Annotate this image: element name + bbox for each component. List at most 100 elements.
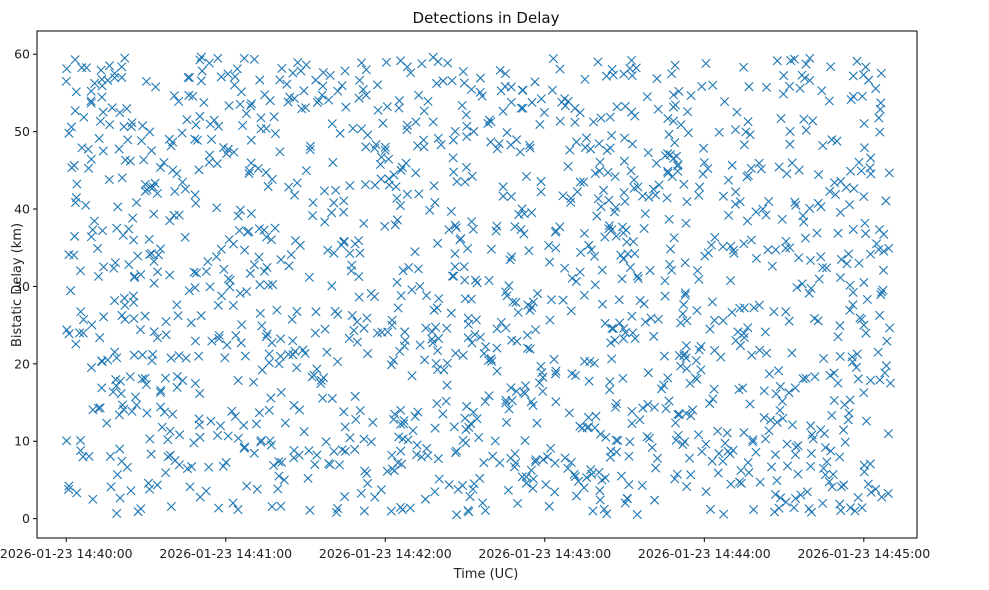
data-point-marker	[172, 169, 182, 179]
data-point-marker	[820, 470, 830, 480]
data-point-marker	[488, 451, 498, 461]
data-point-marker	[681, 218, 691, 228]
data-point-marker	[673, 166, 683, 176]
data-point-marker	[234, 225, 244, 236]
data-point-marker	[383, 154, 394, 164]
data-point-marker	[632, 271, 643, 281]
data-point-marker	[530, 457, 541, 467]
data-point-marker	[874, 113, 884, 123]
data-point-marker	[276, 501, 286, 511]
data-point-marker	[449, 422, 459, 432]
data-point-marker	[396, 165, 406, 175]
data-point-marker	[294, 405, 305, 415]
data-point-marker	[252, 484, 262, 494]
data-point-marker	[787, 158, 797, 168]
data-point-marker	[789, 503, 799, 513]
data-point-marker	[310, 459, 320, 470]
data-point-marker	[127, 118, 137, 128]
data-point-marker	[279, 475, 289, 485]
data-point-marker	[850, 506, 860, 516]
data-point-marker	[590, 168, 600, 178]
data-point-marker	[207, 336, 217, 346]
data-point-marker	[284, 261, 294, 271]
data-point-marker	[584, 376, 594, 386]
data-point-marker	[813, 170, 824, 180]
data-point-marker	[196, 76, 206, 86]
data-point-marker	[221, 149, 232, 159]
data-point-marker	[777, 214, 787, 224]
data-point-marker	[626, 166, 636, 176]
data-point-marker	[755, 477, 765, 487]
data-point-marker	[778, 89, 789, 99]
data-point-marker	[95, 116, 106, 126]
data-point-marker	[393, 303, 403, 313]
data-point-marker	[180, 232, 190, 242]
data-point-marker	[349, 325, 359, 336]
data-point-marker	[479, 458, 489, 468]
data-point-marker	[318, 67, 328, 78]
data-point-marker	[405, 503, 415, 513]
data-point-marker	[204, 157, 214, 167]
data-point-marker	[66, 122, 77, 132]
data-point-marker	[764, 426, 774, 436]
data-point-marker	[619, 187, 629, 198]
data-point-marker	[212, 430, 223, 441]
data-point-marker	[666, 265, 677, 275]
data-point-marker	[607, 64, 617, 74]
data-point-marker	[877, 287, 887, 297]
data-point-marker	[583, 422, 594, 432]
data-point-marker	[311, 307, 321, 317]
data-point-marker	[394, 96, 405, 106]
data-point-marker	[734, 477, 745, 487]
data-point-marker	[625, 437, 635, 447]
data-point-marker	[256, 113, 266, 123]
data-point-marker	[128, 213, 138, 223]
data-point-marker	[527, 302, 537, 312]
data-point-marker	[140, 179, 150, 189]
data-point-marker	[182, 463, 193, 474]
data-point-marker	[775, 405, 785, 415]
data-point-marker	[354, 236, 364, 246]
data-point-marker	[402, 120, 412, 130]
data-point-marker	[866, 153, 876, 163]
data-point-marker	[682, 481, 692, 492]
data-point-marker	[410, 247, 420, 257]
data-point-marker	[439, 365, 449, 375]
data-point-marker	[292, 306, 302, 317]
data-point-marker	[287, 314, 297, 325]
data-point-marker	[567, 369, 577, 379]
data-point-marker	[442, 323, 452, 333]
data-point-marker	[680, 437, 690, 447]
data-point-marker	[474, 432, 484, 443]
data-point-marker	[155, 162, 166, 173]
data-point-marker	[627, 311, 637, 321]
data-point-marker	[264, 358, 274, 368]
data-point-marker	[829, 395, 839, 405]
data-point-marker	[345, 181, 355, 191]
data-point-marker	[341, 102, 351, 112]
data-point-marker	[739, 328, 749, 338]
data-point-marker	[70, 55, 80, 65]
data-point-marker	[595, 429, 606, 439]
data-point-marker	[705, 324, 715, 334]
data-point-marker	[861, 416, 872, 426]
data-point-marker	[288, 350, 298, 360]
data-point-marker	[425, 205, 435, 215]
data-point-marker	[618, 373, 628, 383]
data-point-marker	[781, 243, 791, 253]
x-tick-label: 2026-01-23 14:43:00	[478, 546, 611, 561]
data-point-marker	[860, 218, 870, 228]
data-point-marker	[272, 305, 282, 315]
data-point-marker	[395, 201, 406, 211]
data-point-marker	[336, 240, 347, 250]
data-point-marker	[451, 448, 461, 458]
data-point-marker	[233, 211, 243, 221]
data-point-marker	[733, 327, 743, 337]
data-point-marker	[848, 287, 858, 298]
data-point-marker	[180, 184, 191, 194]
data-point-marker	[642, 92, 652, 102]
data-point-marker	[76, 307, 86, 317]
data-point-marker	[833, 228, 843, 238]
data-point-marker	[190, 190, 200, 200]
data-point-marker	[673, 409, 683, 420]
